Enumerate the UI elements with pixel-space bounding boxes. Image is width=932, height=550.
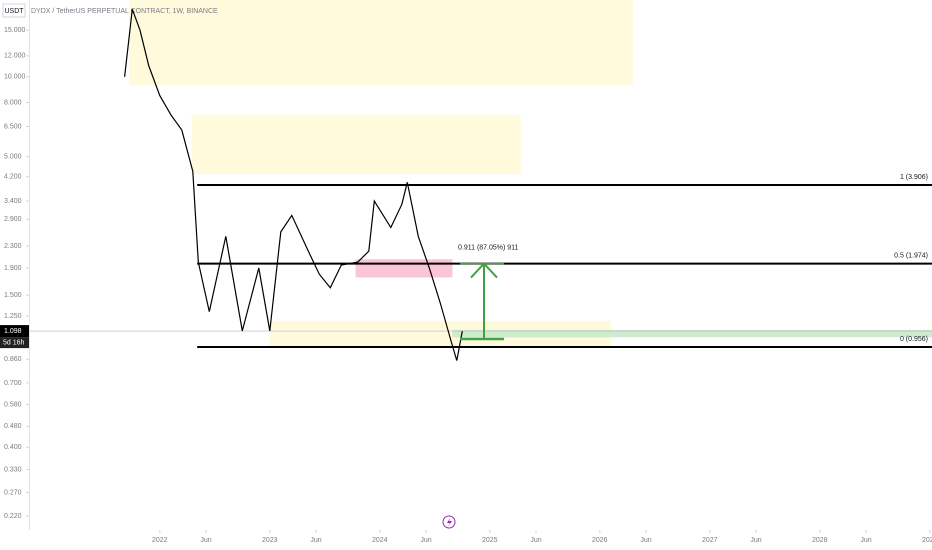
- y-tick-label: 2.300: [4, 243, 22, 250]
- zone: [452, 329, 932, 338]
- x-tick-label: Jun: [640, 537, 651, 544]
- zone: [191, 114, 521, 174]
- y-tick-label: 1.900: [4, 265, 22, 272]
- y-tick-label: 8.000: [4, 99, 22, 106]
- x-tick-label: 2028: [812, 537, 828, 544]
- y-tick-label: 3.400: [4, 198, 22, 205]
- x-tick-label: 2025: [482, 537, 498, 544]
- fib-label: 0 (0.956): [900, 336, 928, 343]
- y-tick-label: 0.860: [4, 356, 22, 363]
- y-tick-label: 6.500: [4, 123, 22, 130]
- y-tick-label: 0.400: [4, 444, 22, 451]
- price-line: [124, 9, 463, 361]
- x-tick-label: 2029: [922, 537, 932, 544]
- x-tick-label: 2024: [372, 537, 388, 544]
- y-tick-label: 12.000: [4, 53, 26, 60]
- currency-box: [2, 3, 26, 18]
- x-tick-label: Jun: [860, 537, 871, 544]
- price-tag-label: 1.098: [4, 328, 22, 335]
- y-tick-label: 0.220: [4, 513, 22, 520]
- fib-label: 1 (3.906): [900, 174, 928, 181]
- countdown-label: 5d 16h: [3, 339, 25, 346]
- y-tick-label: 10.000: [4, 74, 26, 81]
- plot-layer: [30, 0, 932, 349]
- fib-label: 0.5 (1.974): [894, 252, 928, 259]
- x-tick-label: 2022: [152, 537, 168, 544]
- y-tick-label: 0.700: [4, 380, 22, 387]
- y-tick-label: 5.000: [4, 153, 22, 160]
- x-tick-label: Jun: [420, 537, 431, 544]
- price-tag: [0, 325, 29, 338]
- y-tick-label: 4.200: [4, 174, 22, 181]
- y-tick-label: 0.330: [4, 466, 22, 473]
- y-tick-label: 15.000: [4, 27, 26, 34]
- zone: [355, 259, 453, 278]
- y-tick-label: 0.480: [4, 423, 22, 430]
- y-tick-label: 1.500: [4, 292, 22, 299]
- x-tick-label: Jun: [750, 537, 761, 544]
- x-tick-label: 2026: [592, 537, 608, 544]
- chart-title: DYDX / TetherUS PERPETUAL CONTRACT, 1W, …: [31, 8, 218, 15]
- x-tick-label: 2023: [262, 537, 278, 544]
- x-tick-label: Jun: [310, 537, 321, 544]
- countdown-tag: [0, 337, 29, 349]
- y-tick-label: 0.580: [4, 401, 22, 408]
- x-tick-label: Jun: [530, 537, 541, 544]
- y-tick-label: 2.900: [4, 216, 22, 223]
- y-tick-label: 1.250: [4, 313, 22, 320]
- x-tick-label: Jun: [200, 537, 211, 544]
- x-tick-label: 2027: [702, 537, 718, 544]
- event-bolt: [447, 518, 452, 527]
- currency: USDT: [4, 8, 24, 15]
- y-tick-label: 0.270: [4, 489, 22, 496]
- projection-label: 0.911 (87.05%) 911: [458, 244, 519, 251]
- zone: [129, 0, 633, 86]
